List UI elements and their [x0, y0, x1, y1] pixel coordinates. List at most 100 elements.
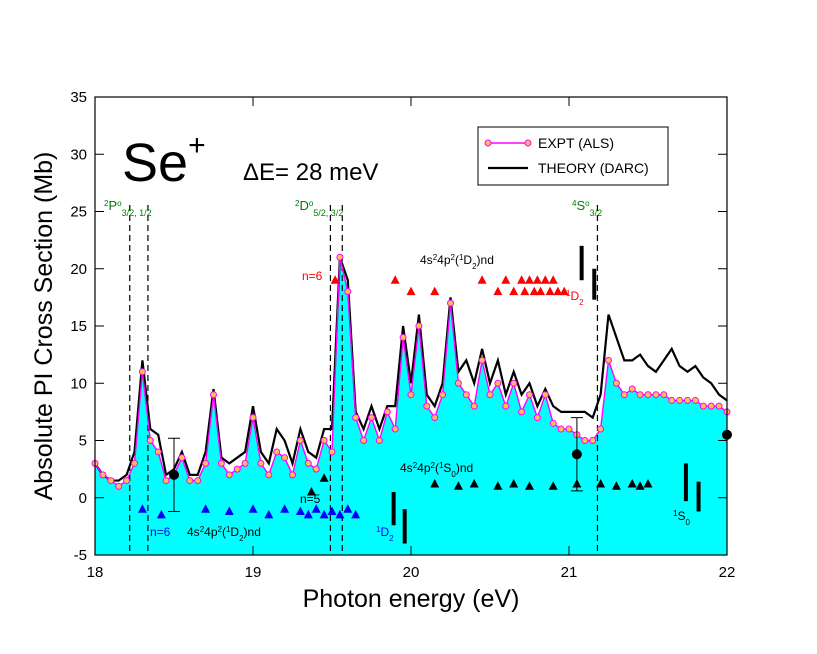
expt-marker	[344, 288, 352, 296]
t: S	[443, 461, 451, 475]
t: 0	[451, 470, 456, 479]
resonance-marker	[493, 286, 503, 296]
expt-marker	[707, 402, 715, 410]
series-label: 4s24p2(1D2)nd	[187, 525, 261, 543]
t: 1	[673, 509, 678, 518]
legend-label: EXPT (ALS)	[538, 135, 614, 151]
expt-marker	[383, 408, 391, 416]
expt-marker	[225, 471, 233, 479]
threshold-label: 2Po3/2, 1/2	[104, 198, 152, 218]
t: 4s	[400, 461, 413, 475]
expt-marker	[146, 437, 154, 444]
expt-marker	[518, 408, 526, 416]
t: 4s	[187, 525, 200, 539]
expt-marker	[320, 437, 328, 444]
expt-marker	[549, 419, 557, 427]
expt-marker	[565, 425, 573, 433]
t: 4s	[420, 253, 433, 267]
resonance-marker	[509, 479, 519, 488]
resonance-marker	[351, 509, 361, 519]
t: 2	[295, 199, 300, 208]
expt-marker	[115, 482, 123, 490]
expt-marker	[581, 437, 589, 444]
t: 2	[389, 534, 394, 543]
expt-marker	[557, 425, 565, 433]
t: 2	[413, 461, 418, 470]
resonance-marker	[248, 504, 258, 513]
expt-marker	[668, 396, 676, 404]
threshold-label: 4So3/2	[572, 198, 602, 218]
t: 2	[433, 253, 438, 262]
t: D	[230, 525, 239, 539]
expt-marker	[257, 459, 265, 467]
t: 1	[376, 525, 381, 534]
t: )nd	[477, 253, 494, 267]
t: 1	[566, 289, 571, 298]
expt-marker	[439, 391, 447, 399]
expt-marker	[186, 477, 194, 485]
t: P	[108, 198, 117, 213]
expt-marker	[249, 414, 257, 422]
resonance-marker	[295, 506, 305, 515]
expt-marker	[620, 391, 628, 399]
expt-marker	[273, 448, 281, 456]
resonance-marker	[509, 286, 519, 296]
legend-marker	[484, 139, 492, 147]
resonance-marker	[327, 506, 337, 515]
resonance-marker	[469, 479, 479, 488]
expt-marker	[265, 471, 273, 479]
t: D	[570, 289, 579, 303]
resonance-marker	[529, 286, 539, 296]
expt-marker	[162, 477, 170, 485]
legend-label: THEORY (DARC)	[538, 160, 649, 176]
t: 2	[218, 525, 223, 534]
expt-marker	[241, 459, 249, 467]
n-label: n=6	[302, 269, 323, 283]
resonance-marker	[303, 509, 313, 519]
x-tick-label: 21	[561, 564, 578, 581]
expt-marker	[597, 425, 605, 433]
expt-marker	[660, 391, 668, 399]
expt-marker	[123, 477, 131, 485]
expt-marker	[699, 402, 707, 410]
resonance-marker	[493, 481, 503, 490]
t: 2	[200, 525, 205, 534]
y-axis-label: Absolute PI Cross Section (Mb)	[30, 152, 58, 501]
t: 2	[239, 534, 244, 543]
expt-marker	[107, 477, 115, 485]
expt-marker	[612, 379, 620, 387]
expt-marker	[336, 253, 344, 261]
expt-marker	[431, 414, 439, 422]
n-label: n=5	[300, 492, 321, 506]
expt-marker	[691, 396, 699, 404]
calibration-point	[169, 469, 179, 480]
expt-marker	[289, 471, 296, 479]
legend: EXPT (ALS) THEORY (DARC)	[477, 126, 669, 186]
resonance-marker	[501, 275, 511, 284]
t: 3/2, 1/2	[122, 208, 152, 218]
expt-marker	[352, 414, 360, 422]
resonance-marker	[137, 504, 147, 513]
resonance-marker	[280, 504, 290, 513]
legend-marker	[524, 139, 532, 147]
resonance-marker	[536, 286, 546, 296]
expt-marker	[470, 402, 478, 410]
resonance-marker	[596, 479, 606, 488]
t: 2	[451, 253, 456, 262]
expt-marker	[447, 299, 454, 307]
t: 3/2	[590, 208, 603, 218]
t: 2	[431, 461, 436, 470]
expt-marker	[194, 477, 202, 485]
term-label: 1S0	[673, 509, 690, 527]
expt-marker	[589, 437, 597, 444]
resonance-marker	[335, 509, 345, 519]
resonance-marker	[477, 275, 487, 284]
t: 1	[439, 461, 444, 470]
t: 0	[685, 518, 690, 527]
resonance-marker	[319, 509, 329, 519]
expt-marker	[202, 459, 210, 467]
x-tick-label: 19	[245, 564, 262, 581]
expt-marker	[628, 385, 636, 393]
resonance-marker	[319, 473, 329, 482]
